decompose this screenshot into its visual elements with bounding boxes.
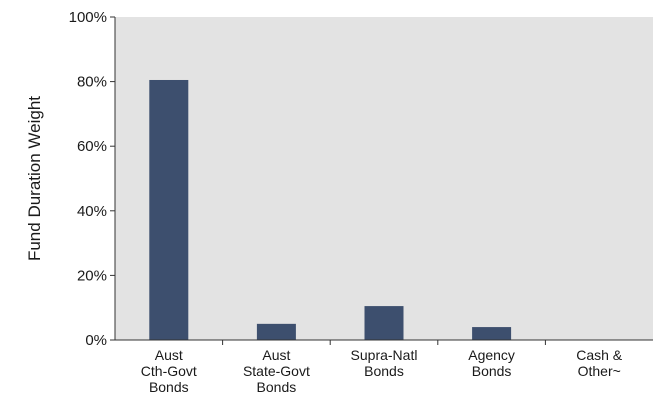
x-category-label: Aust State-Govt Bonds: [243, 347, 310, 395]
y-axis-title: Fund Duration Weight: [25, 96, 44, 261]
x-category-label-line: Aust: [155, 347, 183, 363]
x-category-label-line: Bonds: [257, 379, 297, 395]
x-category-label-line: Supra-Natl: [351, 347, 418, 363]
x-category-label: Agency Bonds: [468, 347, 515, 379]
x-category-label-line: Cth-Govt: [141, 363, 197, 379]
bar: [472, 327, 512, 340]
x-category-label: Aust Cth-Govt Bonds: [141, 347, 197, 395]
y-tick-label: 60%: [77, 138, 107, 155]
x-category-label-line: Bonds: [149, 379, 189, 395]
y-axis-ticks: 0% 20% 40% 60% 80% 100%: [69, 9, 115, 349]
bar-series: [149, 79, 512, 341]
x-category-label-line: Cash &: [576, 347, 623, 363]
y-tick-label: 0%: [85, 332, 107, 349]
y-tick-label: 40%: [77, 203, 107, 220]
y-tick-label: 100%: [69, 9, 107, 26]
y-tick-label: 20%: [77, 267, 107, 284]
x-category-label-line: Bonds: [472, 363, 512, 379]
bar: [149, 79, 189, 341]
x-category-label-line: Other~: [578, 363, 621, 379]
bar: [364, 306, 404, 340]
x-category-label: Cash & Other~: [576, 347, 623, 379]
x-category-label-line: Aust: [262, 347, 290, 363]
y-tick-label: 80%: [77, 74, 107, 91]
plot-area: [115, 17, 653, 340]
x-category-label: Supra-Natl Bonds: [351, 347, 418, 379]
x-category-label-line: Bonds: [364, 363, 404, 379]
x-category-label-line: Agency: [468, 347, 515, 363]
x-category-label-line: State-Govt: [243, 363, 310, 379]
bar: [256, 323, 296, 340]
